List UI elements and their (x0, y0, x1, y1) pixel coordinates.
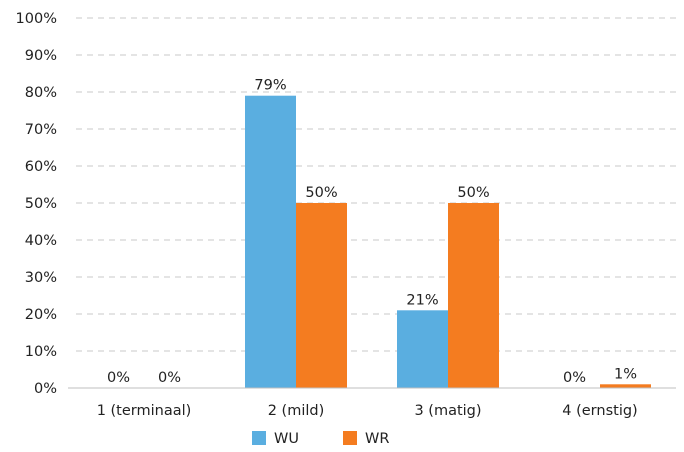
legend-label-wr: WR (365, 431, 389, 447)
bar-wu-3 (397, 310, 448, 388)
y-tick-label: 50% (25, 196, 57, 212)
data-label-wu-3: 21% (406, 292, 438, 308)
bar-wu-2 (245, 95, 296, 388)
data-label-wr-4: 1% (614, 366, 637, 382)
data-label-wu-4: 0% (563, 370, 586, 386)
y-tick-label: 20% (25, 307, 57, 323)
x-category-label: 4 (ernstig) (562, 403, 637, 419)
y-tick-label: 100% (16, 11, 57, 27)
y-tick-label: 30% (25, 270, 57, 286)
x-category-label: 3 (matig) (414, 403, 481, 419)
bar-wr-3 (448, 203, 499, 388)
legend-label-wu: WU (274, 431, 299, 447)
data-label-wr-1: 0% (158, 370, 181, 386)
y-tick-label: 80% (25, 85, 57, 101)
legend: WU WR (252, 431, 389, 447)
x-category-label: 1 (terminaal) (97, 403, 192, 419)
y-tick-label: 10% (25, 344, 57, 360)
gridlines (76, 17, 676, 352)
y-tick-label: 40% (25, 233, 57, 249)
data-label-wr-3: 50% (457, 185, 489, 201)
bar-wr-4 (600, 384, 651, 388)
y-tick-label: 60% (25, 159, 57, 175)
legend-swatch-wu (252, 431, 266, 445)
x-category-label: 2 (mild) (268, 403, 325, 419)
y-tick-label: 70% (25, 122, 57, 138)
y-axis: 0% 10% 20% 30% 40% 50% 60% 70% 80% 90% 100% (16, 11, 57, 397)
bars (245, 95, 651, 388)
y-tick-label: 0% (34, 381, 57, 397)
data-label-wu-1: 0% (107, 370, 130, 386)
y-tick-label: 90% (25, 48, 57, 64)
legend-swatch-wr (343, 431, 357, 445)
bar-wr-2 (296, 203, 347, 388)
data-labels: 0% 0% 79% 50% 21% 50% 0% 1% (107, 78, 637, 386)
x-axis: 1 (terminaal) 2 (mild) 3 (matig) 4 (ernstig… (68, 387, 676, 419)
data-label-wr-2: 50% (305, 185, 337, 201)
data-label-wu-2: 79% (254, 78, 286, 94)
